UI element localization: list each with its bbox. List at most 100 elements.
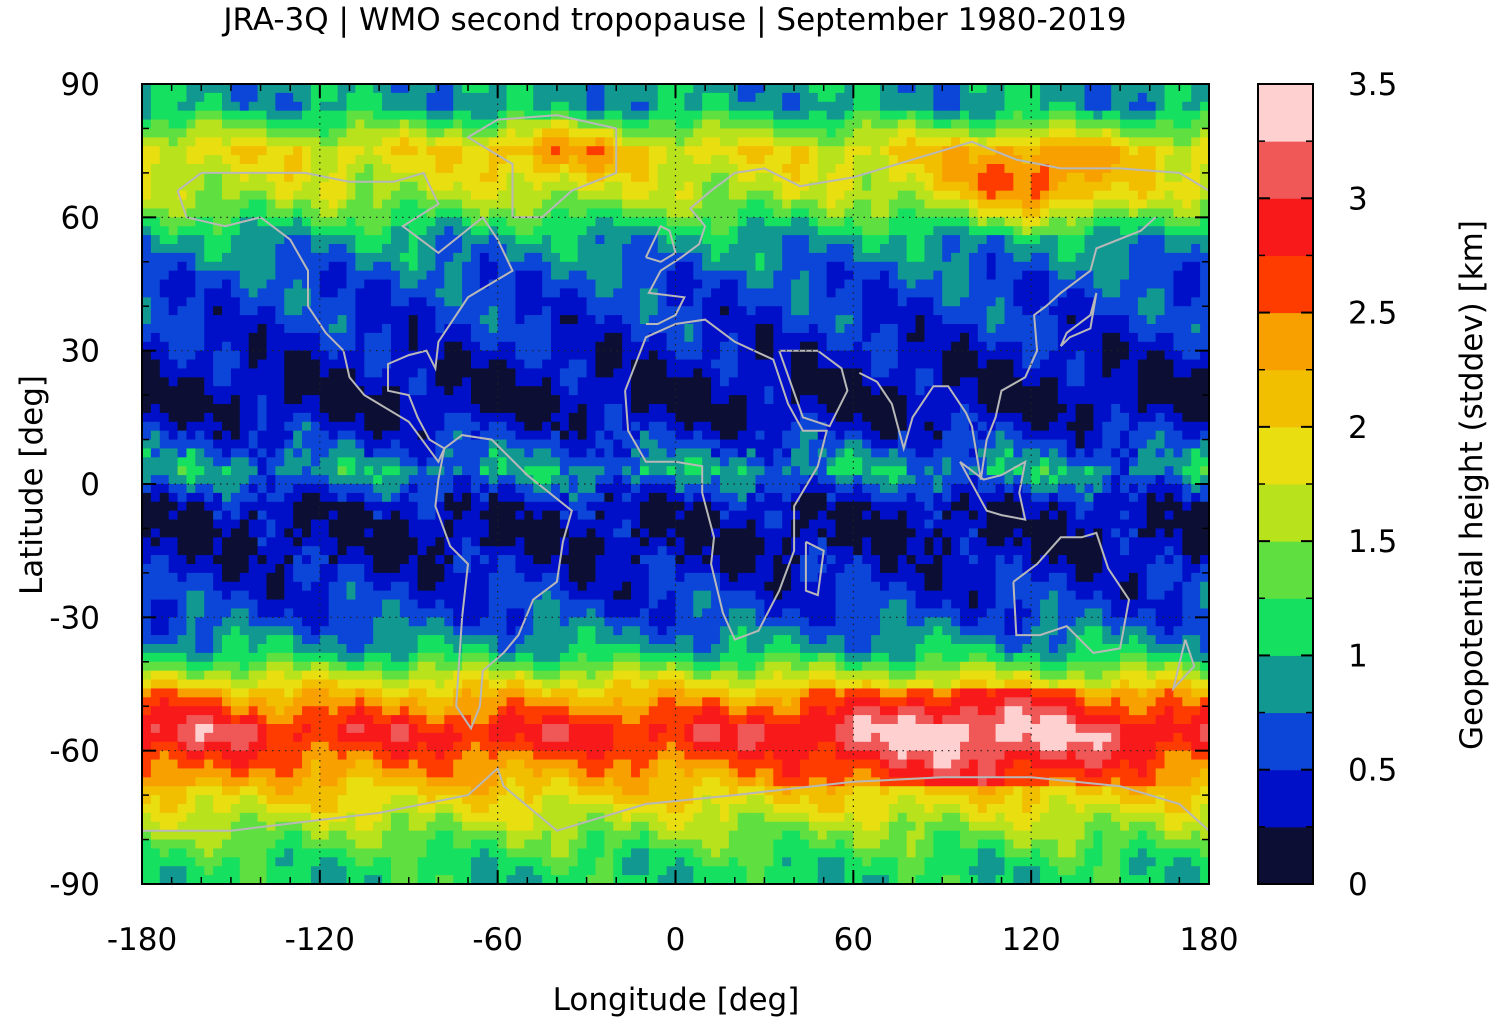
heatmap-cell <box>1191 306 1201 316</box>
heatmap-cell <box>791 119 801 130</box>
heatmap-cell <box>568 315 579 325</box>
heatmap-cell <box>960 217 970 227</box>
heatmap-cell <box>310 448 321 458</box>
heatmap-cell <box>1022 404 1032 414</box>
heatmap-cell <box>222 270 232 281</box>
heatmap-cell <box>497 226 508 236</box>
heatmap-cell <box>479 324 490 334</box>
heatmap-cell <box>791 128 801 138</box>
heatmap-cell <box>693 155 703 165</box>
heatmap-cell <box>799 164 810 174</box>
heatmap-cell <box>551 235 561 245</box>
heatmap-cell <box>150 235 161 245</box>
heatmap-cell <box>639 190 650 201</box>
heatmap-cell <box>702 181 712 192</box>
heatmap-cell <box>284 110 294 121</box>
heatmap-cell <box>844 137 854 147</box>
heatmap-cell <box>1084 359 1095 370</box>
heatmap-cell <box>693 261 703 272</box>
heatmap-cell <box>968 261 979 272</box>
heatmap-cell <box>915 350 926 361</box>
heatmap-cell <box>1164 439 1175 450</box>
heatmap-cell <box>853 226 863 236</box>
heatmap-cell <box>1120 92 1130 103</box>
heatmap-cell <box>880 297 890 307</box>
heatmap-cell <box>355 226 365 236</box>
heatmap-cell <box>773 359 783 370</box>
heatmap-cell <box>835 261 846 272</box>
heatmap-cell <box>1084 297 1095 307</box>
heatmap-cell <box>195 110 205 121</box>
heatmap-cell <box>835 386 846 396</box>
heatmap-cell <box>559 341 570 352</box>
heatmap-cell <box>248 261 259 272</box>
heatmap-cell <box>186 421 196 432</box>
heatmap-cell <box>728 306 739 316</box>
heatmap-cell <box>666 341 677 352</box>
heatmap-cell <box>977 92 988 103</box>
heatmap-cell <box>613 172 623 183</box>
heatmap-cell <box>915 252 926 263</box>
heatmap-cell <box>835 252 846 263</box>
heatmap-cell <box>470 404 481 414</box>
heatmap-cell <box>977 155 988 165</box>
heatmap-cell <box>1173 84 1183 94</box>
heatmap-cell <box>675 315 685 325</box>
heatmap-cell <box>960 395 970 405</box>
heatmap-cell <box>995 261 1006 272</box>
heatmap-cell <box>1164 244 1175 254</box>
heatmap-cell <box>310 181 321 192</box>
heatmap-cell <box>355 101 365 112</box>
heatmap-cell <box>622 244 632 254</box>
heatmap-cell <box>1120 395 1130 405</box>
heatmap-cell <box>968 244 979 254</box>
heatmap-cell <box>1084 315 1095 325</box>
heatmap-cell <box>897 332 908 343</box>
heatmap-cell <box>880 110 890 121</box>
heatmap-cell <box>773 217 783 227</box>
heatmap-cell <box>1200 288 1209 298</box>
heatmap-cell <box>631 341 641 352</box>
heatmap-cell <box>275 155 285 165</box>
heatmap-cell <box>711 350 721 361</box>
heatmap-cell <box>1173 128 1183 138</box>
heatmap-cell <box>924 92 934 103</box>
heatmap-cell <box>657 101 668 112</box>
heatmap-cell <box>915 332 926 343</box>
heatmap-cell <box>426 208 437 218</box>
heatmap-cell <box>364 297 374 307</box>
heatmap-cell <box>791 181 801 192</box>
heatmap-cell <box>337 341 348 352</box>
heatmap-cell <box>462 368 472 378</box>
heatmap-cell <box>755 439 766 450</box>
heatmap-cell <box>399 155 410 165</box>
heatmap-cell <box>559 448 570 458</box>
heatmap-cell <box>639 395 650 405</box>
heatmap-cell <box>915 208 926 218</box>
heatmap-cell <box>506 155 517 165</box>
heatmap-cell <box>613 128 623 138</box>
heatmap-cell <box>764 350 774 361</box>
heatmap-cell <box>737 252 748 263</box>
heatmap-cell <box>951 164 961 174</box>
heatmap-cell <box>515 315 525 325</box>
heatmap-cell <box>1155 315 1166 325</box>
heatmap-cell <box>639 377 650 387</box>
heatmap-cell <box>533 439 543 450</box>
heatmap-cell <box>1022 92 1032 103</box>
heatmap-cell <box>666 404 677 414</box>
heatmap-cell <box>817 164 828 174</box>
heatmap-cell <box>399 110 410 121</box>
heatmap-cell <box>986 172 997 183</box>
heatmap-cell <box>444 386 454 396</box>
heatmap-cell <box>622 395 632 405</box>
heatmap-cell <box>799 172 810 183</box>
heatmap-cell <box>799 439 810 450</box>
heatmap-cell <box>960 297 970 307</box>
heatmap-cell <box>693 110 703 121</box>
heatmap-cell <box>1048 324 1059 334</box>
heatmap-cell <box>1200 377 1209 387</box>
heatmap-cell <box>702 439 712 450</box>
heatmap-cell <box>488 235 499 245</box>
heatmap-cell <box>470 315 481 325</box>
